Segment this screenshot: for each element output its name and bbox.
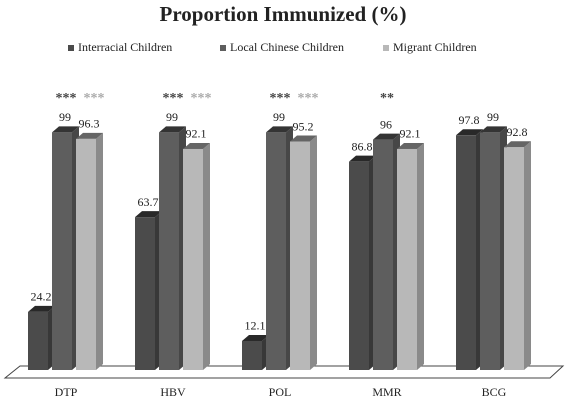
value-label: 95.2 <box>293 119 314 133</box>
bar <box>28 311 48 370</box>
significance-label: *** <box>270 91 291 106</box>
bar-top <box>28 305 55 312</box>
value-label: 92.1 <box>186 127 207 141</box>
bar-top <box>349 155 376 162</box>
bar-top <box>159 126 186 133</box>
value-label: 86.8 <box>352 139 373 153</box>
bar-top <box>76 132 103 139</box>
x-tick-label: POL <box>269 385 292 399</box>
legend-swatch <box>383 45 389 51</box>
bar <box>397 148 417 370</box>
x-tick-label: HBV <box>160 385 186 399</box>
legend-swatch <box>68 45 74 51</box>
x-tick-label: BCG <box>482 385 507 399</box>
value-label: 99 <box>59 110 71 124</box>
bar-top <box>504 141 531 148</box>
bar <box>52 132 72 370</box>
bar-top <box>456 129 483 136</box>
significance-label: *** <box>298 91 319 106</box>
value-label: 12.1 <box>245 319 266 333</box>
bar <box>373 139 393 370</box>
bar-side <box>96 132 103 370</box>
bar <box>290 141 310 370</box>
bar <box>504 147 524 370</box>
value-label: 24.2 <box>31 290 52 304</box>
bar-top <box>373 133 400 140</box>
bar <box>135 217 155 370</box>
bar <box>456 135 476 370</box>
bar-top <box>183 142 210 149</box>
significance-label: ** <box>380 91 394 106</box>
chart-title: Proportion Immunized (%) <box>160 2 407 26</box>
bar-top <box>397 142 424 149</box>
legend-label: Interracial Children <box>78 40 172 54</box>
bar-side <box>310 135 317 370</box>
x-tick-label: MMR <box>372 385 401 399</box>
bar-top <box>242 334 269 341</box>
value-label: 99 <box>487 110 499 124</box>
significance-label: *** <box>163 91 184 106</box>
bar-top <box>266 126 293 133</box>
x-tick-label: DTP <box>55 385 78 399</box>
value-label: 99 <box>166 110 178 124</box>
bar <box>183 148 203 370</box>
bar-side <box>417 142 424 370</box>
bar <box>242 340 262 370</box>
value-label: 92.8 <box>507 125 528 139</box>
legend-swatch <box>220 45 226 51</box>
value-label: 99 <box>273 110 285 124</box>
value-label: 96.3 <box>79 117 100 131</box>
legend-label: Migrant Children <box>393 40 477 54</box>
legend-label: Local Chinese Children <box>230 40 344 54</box>
bar-top <box>135 211 162 218</box>
bar-side <box>203 142 210 370</box>
value-label: 96 <box>380 117 392 131</box>
significance-label: *** <box>191 91 212 106</box>
bar-side <box>524 141 531 370</box>
bar <box>266 132 286 370</box>
significance-label: *** <box>56 91 77 106</box>
bar-top <box>480 126 507 133</box>
value-label: 92.1 <box>400 127 421 141</box>
bar-top <box>290 135 317 142</box>
bar <box>159 132 179 370</box>
value-label: 97.8 <box>459 113 480 127</box>
value-label: 63.7 <box>138 195 159 209</box>
bar <box>480 132 500 370</box>
bar <box>76 138 96 370</box>
bar <box>349 161 369 370</box>
significance-label: *** <box>84 91 105 106</box>
bar-top <box>52 126 79 133</box>
